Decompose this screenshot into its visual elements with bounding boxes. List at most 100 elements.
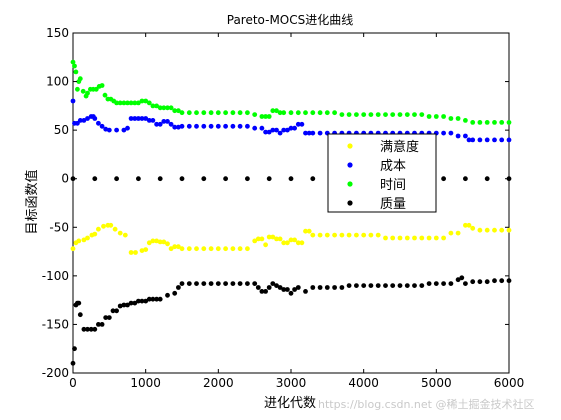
x-tick-label: 6000 — [494, 376, 525, 390]
x-tick-label: 5000 — [421, 376, 452, 390]
data-point — [397, 235, 403, 241]
data-point — [477, 120, 483, 125]
data-point — [139, 298, 145, 304]
data-point — [506, 120, 512, 125]
data-point — [72, 346, 77, 352]
data-point — [121, 302, 127, 308]
data-point — [412, 283, 417, 288]
y-tick-label: 0 — [61, 172, 69, 186]
data-point — [208, 281, 214, 286]
data-point — [281, 110, 287, 116]
data-point — [96, 226, 101, 232]
data-point — [108, 222, 114, 228]
data-point — [70, 360, 76, 366]
data-point — [92, 231, 98, 237]
data-point — [295, 110, 301, 116]
data-point — [288, 110, 294, 116]
data-point — [332, 110, 337, 116]
data-point — [255, 236, 261, 242]
data-point — [201, 246, 207, 252]
data-point — [172, 244, 178, 250]
data-point — [230, 246, 236, 252]
data-point — [499, 227, 505, 233]
data-point — [274, 283, 279, 288]
data-point — [492, 137, 497, 143]
data-point — [245, 246, 250, 252]
data-point — [383, 235, 388, 241]
data-point — [150, 238, 156, 244]
data-point — [324, 232, 330, 238]
data-point — [102, 92, 108, 98]
data-point — [441, 281, 446, 286]
legend-marker — [347, 200, 353, 206]
data-point — [117, 100, 123, 106]
data-point — [339, 232, 345, 238]
data-point — [110, 308, 116, 314]
data-point — [375, 283, 381, 288]
data-point — [463, 281, 468, 286]
data-point — [455, 116, 461, 121]
data-point — [154, 296, 160, 302]
legend-label: 质量 — [380, 197, 406, 212]
data-point — [99, 83, 105, 88]
data-point — [92, 116, 98, 121]
data-point — [499, 120, 505, 125]
data-point — [266, 234, 272, 240]
chart-title: Pareto-MOCS进化曲线 — [227, 13, 354, 27]
data-point — [157, 176, 163, 182]
data-point — [157, 296, 163, 302]
data-point — [285, 240, 290, 246]
data-point — [390, 235, 396, 241]
data-point — [230, 281, 236, 286]
data-point — [426, 281, 432, 286]
data-point — [252, 125, 258, 131]
data-point — [259, 236, 265, 242]
data-point — [354, 112, 359, 117]
data-point — [125, 125, 130, 131]
data-point — [252, 112, 258, 117]
data-point — [288, 125, 294, 131]
data-point — [375, 232, 381, 238]
data-point — [259, 114, 265, 119]
data-point — [288, 237, 294, 243]
data-point — [266, 176, 272, 182]
data-point — [499, 137, 505, 143]
y-tick-label: -200 — [42, 366, 69, 380]
data-point — [139, 98, 145, 104]
data-point — [179, 110, 185, 116]
data-point — [245, 123, 250, 129]
data-point — [303, 228, 308, 234]
data-point — [266, 114, 272, 119]
data-point — [455, 133, 461, 139]
data-point — [99, 123, 105, 129]
data-point — [455, 230, 461, 236]
data-point — [252, 238, 258, 244]
data-point — [70, 59, 76, 65]
data-point — [277, 110, 283, 116]
data-point — [441, 176, 446, 182]
legend-marker — [347, 181, 353, 187]
data-point — [404, 235, 410, 241]
data-point — [85, 235, 90, 241]
data-point — [76, 300, 82, 306]
x-tick-label: 1000 — [130, 376, 161, 390]
data-point — [288, 176, 294, 182]
data-point — [114, 176, 119, 182]
data-point — [136, 298, 141, 304]
data-point — [85, 116, 90, 121]
data-point — [310, 110, 316, 116]
legend-marker — [347, 143, 353, 149]
data-point — [139, 248, 145, 254]
data-point — [85, 326, 90, 332]
data-point — [157, 105, 163, 111]
data-point — [252, 281, 258, 286]
data-point — [161, 105, 167, 111]
data-point — [186, 281, 192, 286]
data-point — [168, 246, 174, 252]
data-point — [484, 279, 490, 285]
axis-ticks: 0 1000 2000 3000 4000 5000 6000-200-150-100-50… — [42, 26, 525, 390]
data-point — [230, 110, 236, 116]
data-point — [259, 289, 265, 294]
